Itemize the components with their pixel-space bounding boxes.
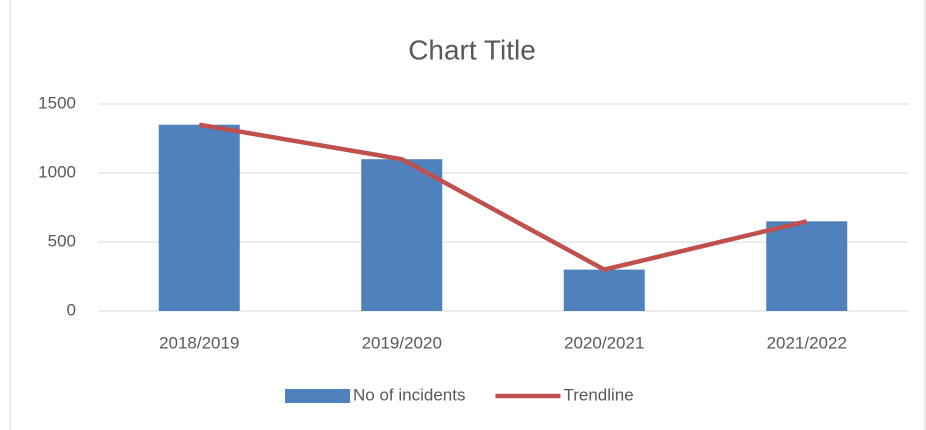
y-tick-label: 0: [67, 300, 76, 319]
x-tick-label: 2021/2022: [767, 333, 847, 352]
y-tick-label: 500: [48, 231, 76, 250]
x-tick-label: 2019/2020: [362, 333, 442, 352]
x-tick-label: 2020/2021: [564, 333, 644, 352]
legend-label: No of incidents: [353, 385, 465, 404]
y-tick-label: 1500: [38, 93, 76, 112]
chart-title: Chart Title: [408, 34, 536, 65]
trend-line: [198, 122, 808, 272]
bar: [361, 159, 443, 311]
bar: [563, 269, 645, 311]
bar: [158, 124, 240, 311]
x-tick-label: 2018/2019: [159, 333, 239, 352]
legend-swatch: [285, 389, 350, 403]
legend-label: Trendline: [563, 385, 633, 404]
y-tick-label: 1000: [38, 162, 76, 181]
bar: [766, 221, 848, 311]
chart-frame: [9, 0, 926, 430]
